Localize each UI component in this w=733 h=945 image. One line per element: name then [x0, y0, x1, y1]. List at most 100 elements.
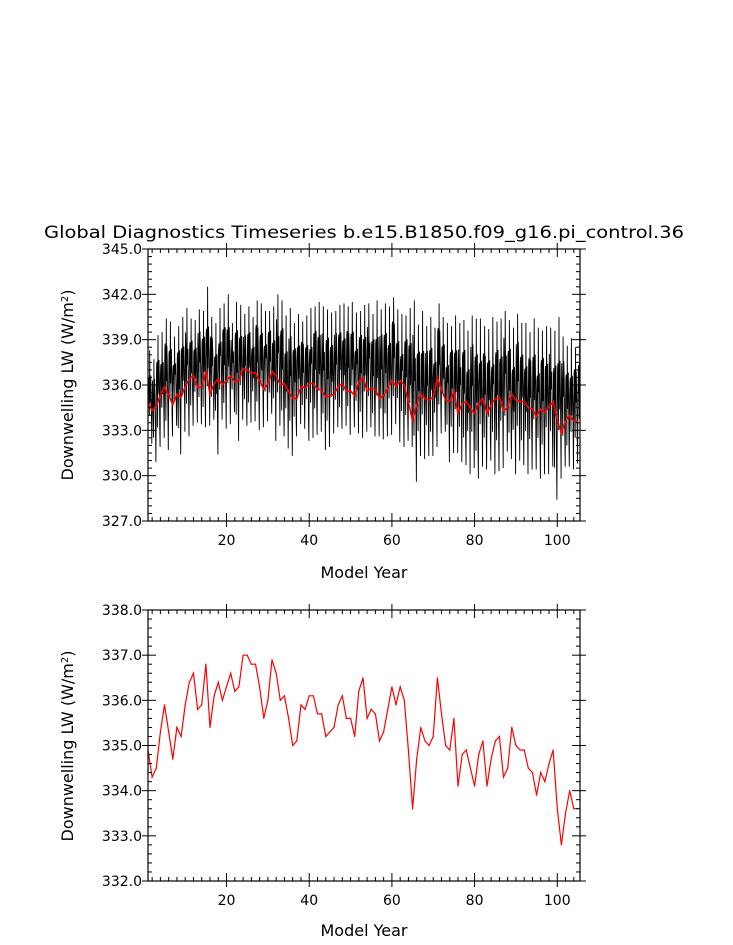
annual-mean-point	[465, 401, 467, 403]
annual-mean-point	[225, 379, 228, 382]
annual-mean-point	[424, 740, 426, 742]
annual-mean-point	[246, 369, 248, 371]
annual-mean-point	[192, 375, 195, 377]
annual-mean-point	[172, 758, 174, 760]
annual-mean-point	[242, 654, 244, 656]
annual-mean-point	[478, 753, 480, 756]
annual-mean-point	[391, 686, 393, 688]
top-chart-ylabel-sup: 2	[60, 296, 71, 302]
x-tick-label: 100	[544, 893, 571, 909]
annual-mean-point	[461, 402, 463, 404]
annual-mean-point	[560, 432, 563, 434]
annual-mean-point	[197, 708, 199, 711]
annual-mean-point	[449, 401, 451, 403]
annual-mean-point	[205, 663, 207, 665]
annual-mean-point	[540, 408, 542, 410]
annual-mean-point	[271, 659, 273, 661]
annual-mean-point	[523, 401, 525, 403]
annual-mean-point	[155, 767, 157, 769]
annual-mean-point	[540, 772, 542, 774]
annual-mean-point	[350, 717, 352, 720]
annual-mean-point	[383, 731, 385, 733]
annual-mean-point	[548, 763, 550, 765]
annual-mean-point	[333, 393, 335, 395]
annual-mean-point	[445, 399, 447, 401]
annual-mean-point	[374, 388, 376, 391]
annual-mean-point	[523, 749, 525, 751]
annual-mean-point	[325, 735, 327, 738]
annual-mean-point	[378, 398, 381, 400]
annual-mean-point	[370, 387, 372, 389]
annual-mean-point	[548, 405, 550, 407]
annual-mean-point	[221, 699, 223, 701]
annual-mean-point	[308, 695, 310, 697]
annual-mean-point	[172, 404, 174, 406]
annual-mean-point	[573, 808, 575, 810]
annual-mean-point	[474, 785, 476, 787]
annual-mean-point	[552, 401, 554, 403]
annual-mean-point	[552, 749, 554, 751]
annual-mean-point	[329, 395, 331, 397]
annual-mean-point	[292, 744, 294, 747]
annual-mean-point	[428, 399, 430, 401]
annual-mean-point	[536, 794, 538, 796]
annual-mean-point	[432, 735, 434, 738]
annual-mean-point	[370, 708, 372, 711]
annual-mean-point	[316, 713, 319, 715]
annual-mean-point	[440, 388, 443, 391]
annual-mean-point	[354, 735, 356, 738]
annual-mean-point	[536, 416, 538, 418]
x-tick-label: 100	[544, 533, 571, 549]
annual-mean-point	[213, 695, 215, 697]
annual-mean-point	[271, 370, 273, 372]
bottom-chart-ylabel-sup: 2	[60, 657, 71, 663]
annual-mean-point	[569, 790, 571, 792]
x-tick-label: 20	[218, 893, 236, 909]
annual-mean-point	[279, 384, 281, 386]
top-chart-ylabel: Downwelling LW (W/m2)	[58, 290, 77, 481]
annual-mean-point	[486, 413, 488, 415]
annual-mean-point	[209, 726, 211, 729]
annual-mean-point	[544, 781, 546, 783]
annual-mean-point	[403, 384, 405, 386]
annual-mean-point	[225, 686, 228, 688]
annual-mean-point	[221, 384, 223, 386]
annual-mean-point	[238, 686, 240, 688]
annual-mean-point	[242, 367, 244, 369]
annual-mean-point	[254, 372, 257, 374]
annual-mean-point	[383, 395, 385, 397]
annual-mean-point	[316, 388, 319, 391]
annual-mean-point	[304, 387, 306, 389]
y-tick-label: 339.0	[102, 333, 142, 349]
annual-mean-point	[362, 677, 364, 679]
annual-mean-point	[288, 390, 290, 392]
top-chart-data-layer	[147, 286, 581, 500]
annual-mean-point	[366, 390, 368, 392]
annual-mean-point	[507, 407, 509, 409]
bottom-chart-data-layer	[147, 654, 579, 846]
annual-mean-point	[163, 704, 166, 706]
annual-mean-point	[321, 388, 323, 391]
y-tick-label: 330.0	[102, 469, 142, 485]
annual-mean-point	[168, 731, 170, 733]
annual-mean-point	[341, 695, 343, 697]
figure-title: Global Diagnostics Timeseries b.e15.B185…	[44, 223, 684, 243]
annual-mean-point	[201, 385, 203, 388]
annual-mean-point	[399, 686, 401, 688]
annual-mean-point	[296, 740, 298, 742]
annual-mean-point	[354, 395, 356, 397]
annual-mean-point	[416, 404, 418, 406]
top-chart-ylabel-end: )	[58, 290, 77, 296]
annual-mean-point	[325, 396, 327, 398]
y-tick-label: 336.0	[102, 693, 142, 709]
top-chart-xlabel: Model Year	[321, 563, 408, 582]
annual-mean-point	[205, 370, 207, 372]
annual-mean-point	[486, 785, 488, 787]
annual-mean-point	[564, 420, 567, 422]
annual-mean-point	[494, 398, 496, 400]
bottom-chart-ylabel-main: Downwelling LW (W/m	[58, 663, 77, 841]
y-tick-label: 327.0	[102, 514, 142, 530]
annual-mean-point	[453, 390, 455, 392]
annual-mean-point	[155, 405, 157, 407]
